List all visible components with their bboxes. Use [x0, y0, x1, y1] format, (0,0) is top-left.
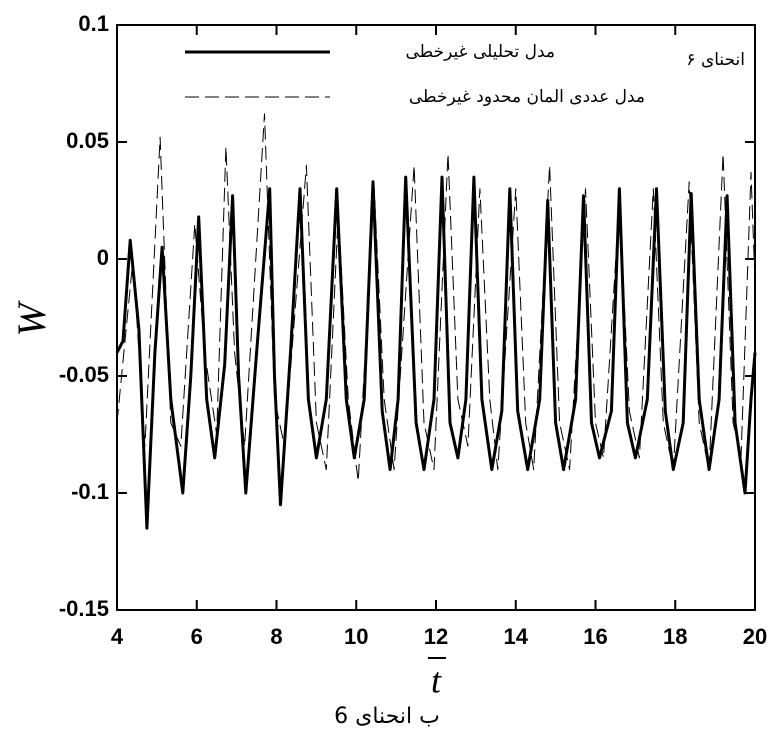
y-tick-label: 0.05: [66, 128, 109, 153]
series-line: [116, 113, 756, 482]
x-tick-label: 10: [344, 624, 368, 649]
x-tick-label: 18: [663, 624, 687, 649]
series-line: [115, 175, 757, 530]
y-tick-label: -0.15: [59, 596, 109, 621]
x-tick-label: 6: [191, 624, 203, 649]
x-tick-label: 20: [743, 624, 767, 649]
y-tick-label: 0: [97, 245, 109, 270]
x-tick-label: 12: [424, 624, 448, 649]
y-tick-label: 0.1: [78, 11, 109, 36]
x-tick-label: 4: [111, 624, 124, 649]
y-tick-label: -0.1: [71, 479, 109, 504]
caption: ب انحنای 6: [334, 704, 440, 729]
legend-label: مدل تحلیلی غیرخطی: [406, 42, 555, 62]
legend-label: مدل عددی المان محدود غیرخطی: [409, 87, 645, 107]
annotation: انحنای ۶: [686, 50, 745, 70]
y-axis-label: W: [9, 300, 54, 337]
x-tick-label: 14: [504, 624, 529, 649]
x-axis-label: t: [431, 660, 442, 700]
x-tick-label: 8: [270, 624, 282, 649]
x-tick-label: 16: [583, 624, 607, 649]
y-tick-label: -0.05: [59, 362, 109, 387]
